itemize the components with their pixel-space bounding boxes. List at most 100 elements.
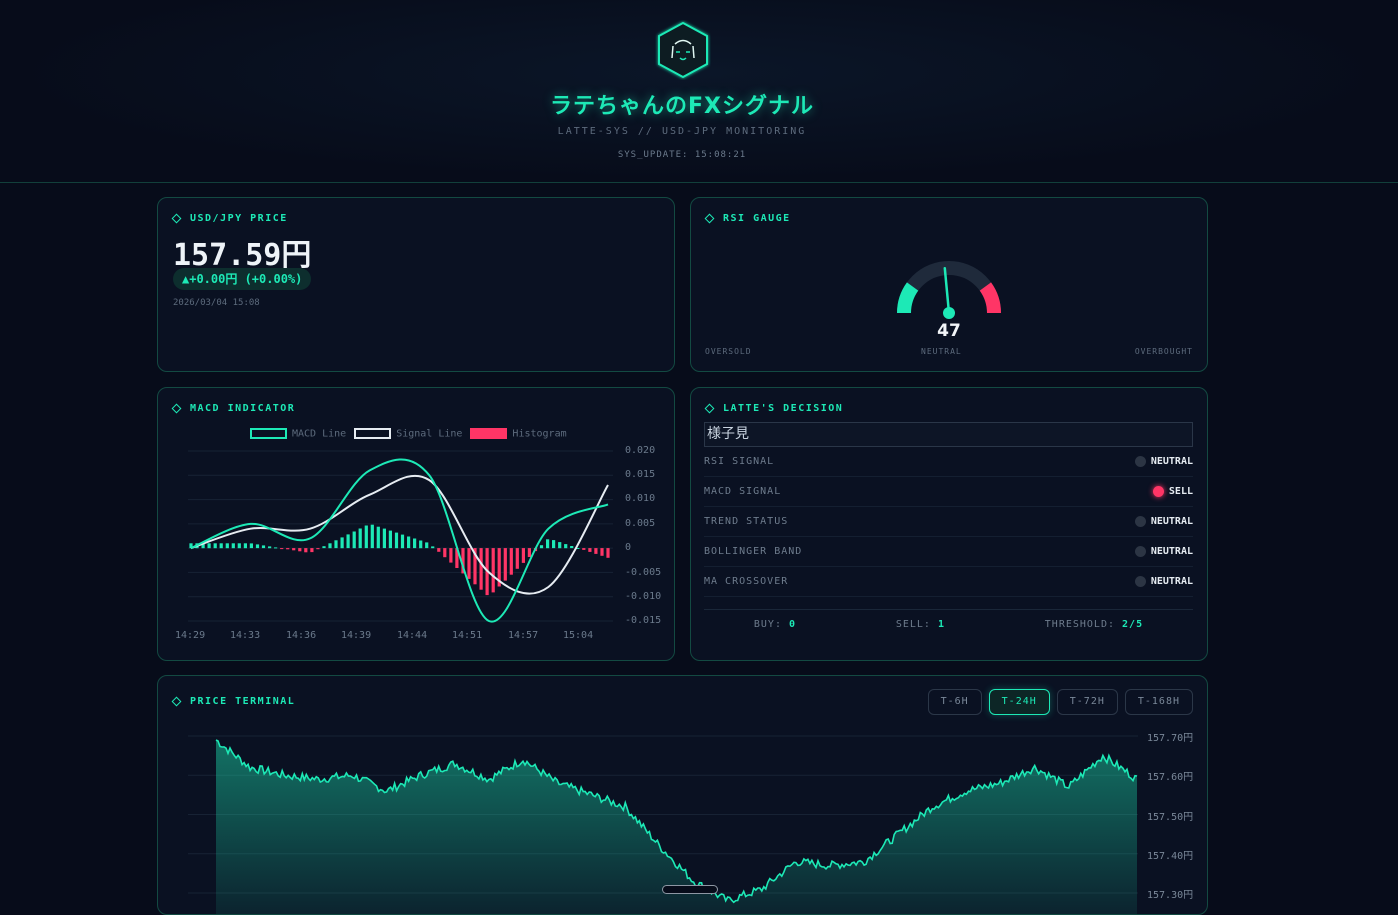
histogram-bar xyxy=(316,548,320,550)
latte-face-hexagon-icon xyxy=(658,21,708,79)
rsi-needle-hub xyxy=(943,307,955,319)
macd-y-tick: -0.015 xyxy=(625,615,662,626)
histogram-bar xyxy=(600,548,604,556)
range-button-168h[interactable]: T-168H xyxy=(1124,689,1193,715)
macd-y-tick: 0 xyxy=(625,542,632,553)
histogram-bar xyxy=(225,543,229,549)
macd-card: MACD INDICATOR MACD Line Signal Line His… xyxy=(157,387,675,661)
app-title: ラテちゃんのFXシグナル xyxy=(550,94,814,119)
decision-card-title: LATTE'S DECISION xyxy=(704,403,843,414)
decision-result: 様子見 xyxy=(704,422,1193,447)
histogram-bar xyxy=(376,526,380,549)
histogram-bar xyxy=(455,548,459,568)
histogram-bar xyxy=(407,536,411,549)
signal-value: SELL xyxy=(1168,486,1193,497)
histogram-bar xyxy=(382,528,386,549)
range-button-6h[interactable]: T-6H xyxy=(927,689,982,715)
diamond-icon xyxy=(171,403,182,414)
neutral-label: NEUTRAL xyxy=(921,347,962,356)
oversold-label: OVERSOLD xyxy=(705,347,752,356)
histogram-bar xyxy=(328,543,332,549)
status-dot-icon xyxy=(1152,486,1164,497)
histogram-bar xyxy=(310,548,314,553)
price-timestamp: 2026/03/04 15:08 xyxy=(173,298,260,308)
signal-line xyxy=(190,474,609,595)
legend-signal-label: Signal Line xyxy=(396,428,463,440)
histogram-bar xyxy=(274,547,278,549)
signal-status: NEUTRAL xyxy=(1134,576,1193,587)
macd-y-tick: -0.005 xyxy=(625,567,662,578)
signal-status: NEUTRAL xyxy=(1134,456,1193,467)
legend-macd-label: MACD Line xyxy=(292,428,347,440)
signal-row-bollinger: BOLLINGER BAND NEUTRAL xyxy=(704,537,1193,567)
current-price: 157.59円 xyxy=(173,238,312,273)
histogram-bar xyxy=(521,548,525,563)
sell-count: SELL: 1 xyxy=(895,619,945,630)
histogram-bar xyxy=(334,540,338,549)
histogram-bar xyxy=(231,543,235,549)
histogram-bar xyxy=(394,532,399,549)
histogram-bar xyxy=(594,548,598,554)
macd-x-tick: 14:29 xyxy=(175,630,206,641)
histogram-bar xyxy=(467,548,471,579)
signal-row-rsi: RSI SIGNAL NEUTRAL xyxy=(704,447,1193,477)
price-terminal-title-text: PRICE TERMINAL xyxy=(190,696,296,707)
price-y-tick: 157.40円 xyxy=(1147,851,1194,862)
histogram-bar xyxy=(340,537,344,549)
status-dot-icon xyxy=(1134,516,1146,527)
signal-tally: BUY: 0 SELL: 1 THRESHOLD: 2/5 xyxy=(704,609,1193,639)
price-line xyxy=(215,739,1138,904)
histogram-bar xyxy=(546,539,550,549)
price-terminal-title: PRICE TERMINAL xyxy=(171,696,296,707)
range-button-24h[interactable]: T-24H xyxy=(988,689,1050,715)
histogram-bar xyxy=(219,543,223,549)
histogram-bar xyxy=(491,548,495,593)
histogram-bar xyxy=(461,548,465,574)
histogram-bar xyxy=(304,548,308,553)
legend-macd[interactable]: MACD Line xyxy=(250,428,346,440)
histogram-bar xyxy=(261,545,266,549)
macd-y-tick: 0.020 xyxy=(625,445,656,456)
overbought-label: OVERBOUGHT xyxy=(1134,347,1193,356)
macd-x-tick: 14:33 xyxy=(230,630,261,641)
macd-card-title-text: MACD INDICATOR xyxy=(190,403,296,414)
histogram-bar xyxy=(207,543,211,549)
histogram-bar xyxy=(419,540,423,549)
oversold-zone xyxy=(896,282,919,314)
range-button-72h[interactable]: T-72H xyxy=(1056,689,1118,715)
histogram-bar xyxy=(249,543,253,549)
macd-x-tick: 14:36 xyxy=(286,630,317,641)
rsi-card-title: RSI GAUGE xyxy=(704,213,791,224)
price-card-title-text: USD/JPY PRICE xyxy=(190,213,288,224)
threshold: THRESHOLD: 2/5 xyxy=(1044,619,1144,630)
histogram-bar xyxy=(322,546,326,549)
histogram-bar xyxy=(364,525,368,549)
app-header: ラテちゃんのFXシグナル LATTE-SYS // USD-JPY MONITO… xyxy=(0,0,1398,183)
histogram-bar xyxy=(443,548,447,558)
macd-y-tick: 0.005 xyxy=(625,518,656,529)
histogram-bar xyxy=(201,543,205,549)
histogram-bar xyxy=(370,524,374,549)
signal-name: MA CROSSOVER xyxy=(704,576,789,587)
histogram-bar xyxy=(189,543,193,549)
scroll-indicator[interactable] xyxy=(662,885,718,894)
histogram-bar xyxy=(268,546,272,549)
diamond-icon xyxy=(171,696,182,707)
macd-y-tick: -0.010 xyxy=(625,591,662,602)
legend-signal[interactable]: Signal Line xyxy=(354,428,462,440)
price-terminal-card: PRICE TERMINAL T-6H T-24H T-72H T-168H 1… xyxy=(157,675,1208,915)
macd-card-title: MACD INDICATOR xyxy=(171,403,296,414)
macd-x-tick: 14:39 xyxy=(341,630,372,641)
legend-histogram[interactable]: Histogram xyxy=(470,428,567,440)
macd-y-tick: 0.015 xyxy=(625,469,656,480)
system-update-time: SYS_UPDATE: 15:08:21 xyxy=(617,150,747,160)
price-y-tick: 157.60円 xyxy=(1147,772,1194,783)
histogram-bar xyxy=(606,548,610,558)
histogram-bar xyxy=(346,534,350,549)
time-range-selector: T-6H T-24H T-72H T-168H xyxy=(927,689,1193,715)
histogram-bar xyxy=(388,530,392,549)
signal-value: NEUTRAL xyxy=(1150,456,1193,467)
macd-y-tick: 0.010 xyxy=(625,493,656,504)
histogram-bar xyxy=(473,548,477,585)
rsi-card-title-text: RSI GAUGE xyxy=(723,213,791,224)
